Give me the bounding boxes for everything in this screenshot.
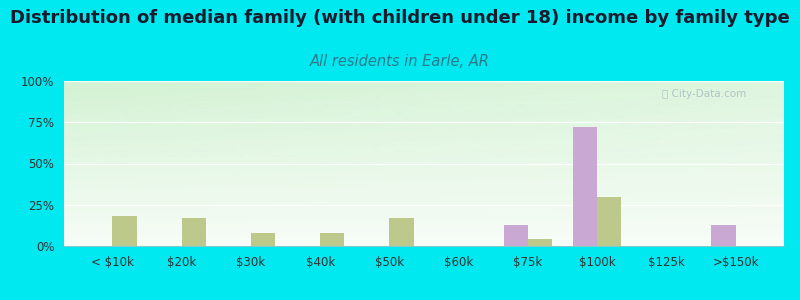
- Bar: [320, 233, 344, 246]
- Text: Distribution of median family (with children under 18) income by family type: Distribution of median family (with chil…: [10, 9, 790, 27]
- Bar: [251, 233, 275, 246]
- Bar: [573, 127, 597, 246]
- Text: Ⓢ City-Data.com: Ⓢ City-Data.com: [662, 89, 746, 99]
- Bar: [113, 216, 137, 246]
- Bar: [597, 196, 622, 246]
- Bar: [711, 224, 735, 246]
- Bar: [390, 218, 414, 246]
- Text: All residents in Earle, AR: All residents in Earle, AR: [310, 54, 490, 69]
- Bar: [528, 239, 552, 246]
- Bar: [504, 224, 528, 246]
- Bar: [182, 218, 206, 246]
